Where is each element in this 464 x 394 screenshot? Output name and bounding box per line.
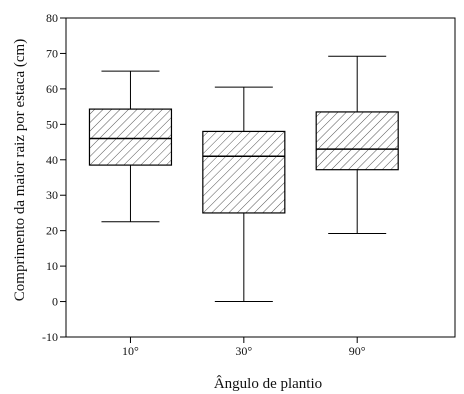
y-tick-label: 50	[46, 117, 58, 131]
x-tick-label: 30°	[235, 344, 252, 358]
iqr-box	[315, 111, 399, 171]
labels-layer: Ângulo de plantio Comprimento da maior r…	[12, 39, 322, 392]
y-tick-label: 80	[46, 11, 58, 25]
box-group	[315, 55, 399, 235]
y-tick-label: 60	[46, 82, 58, 96]
x-tick-label: 10°	[122, 344, 139, 358]
x-tick-label: 90°	[349, 344, 366, 358]
axes-layer: -10 0 10 20 30 40 50 60 70 80 10° 30° 90°	[42, 11, 456, 358]
plot-frame	[65, 17, 456, 338]
boxes-layer	[88, 55, 399, 303]
y-tick-label: 20	[46, 224, 58, 238]
y-tick-label: 0	[52, 295, 58, 309]
iqr-box	[202, 130, 286, 214]
y-tick-label: 30	[46, 188, 58, 202]
iqr-box	[88, 108, 173, 166]
box-group	[202, 86, 286, 303]
y-tick-label: 40	[46, 153, 58, 167]
y-tick-label: -10	[42, 330, 58, 344]
box-group	[88, 70, 173, 223]
y-tick-label: 70	[46, 46, 58, 60]
x-axis-title: Ângulo de plantio	[214, 375, 322, 392]
y-axis-title: Comprimento da maior raiz por estaca (cm…	[12, 39, 28, 301]
y-tick-label: 10	[46, 259, 58, 273]
